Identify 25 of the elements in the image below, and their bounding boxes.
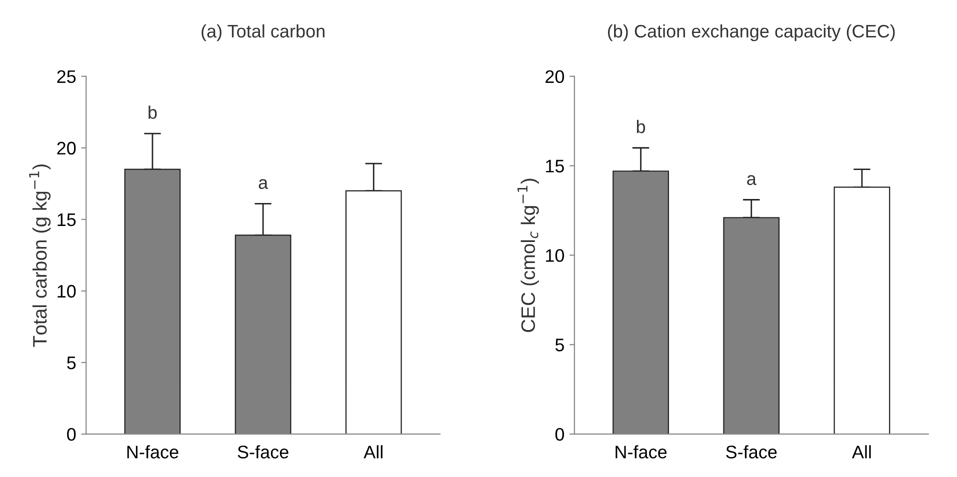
annotation: b	[148, 106, 157, 119]
x-tick-label: All	[364, 445, 382, 458]
x-tick-label: N-face	[616, 445, 667, 458]
annotation: a	[747, 175, 756, 186]
x-tick-label: S-face	[726, 445, 777, 458]
y-tick-label: 5	[67, 356, 76, 370]
y-tick-label: 10	[58, 284, 76, 298]
x-tick-label: N-face	[127, 445, 178, 458]
chart-title: (b) Cation exchange capacity (CEC)	[608, 24, 895, 42]
y-tick-label: 25	[57, 70, 76, 84]
y-tick-label: 0	[555, 428, 564, 441]
chart-title: (a) Total carbon	[202, 24, 324, 42]
annotation: b	[636, 120, 646, 134]
x-tick-label: All	[852, 445, 871, 458]
x-tick-label: S-face	[238, 445, 288, 458]
y-tick-label: 20	[57, 142, 76, 155]
y-tick-label: 20	[546, 70, 564, 84]
y-axis-title: Total carbon (g kg$^{−1}$)	[29, 164, 51, 347]
y-tick-label: 15	[58, 214, 76, 226]
y-tick-label: 15	[546, 160, 564, 172]
y-axis-title: CEC (cmol$_{c}$ kg$^{−1}$)	[518, 178, 539, 332]
y-tick-label: 10	[546, 249, 564, 262]
y-tick-label: 5	[555, 338, 564, 352]
y-tick-label: 0	[67, 428, 76, 441]
annotation: a	[258, 179, 268, 189]
